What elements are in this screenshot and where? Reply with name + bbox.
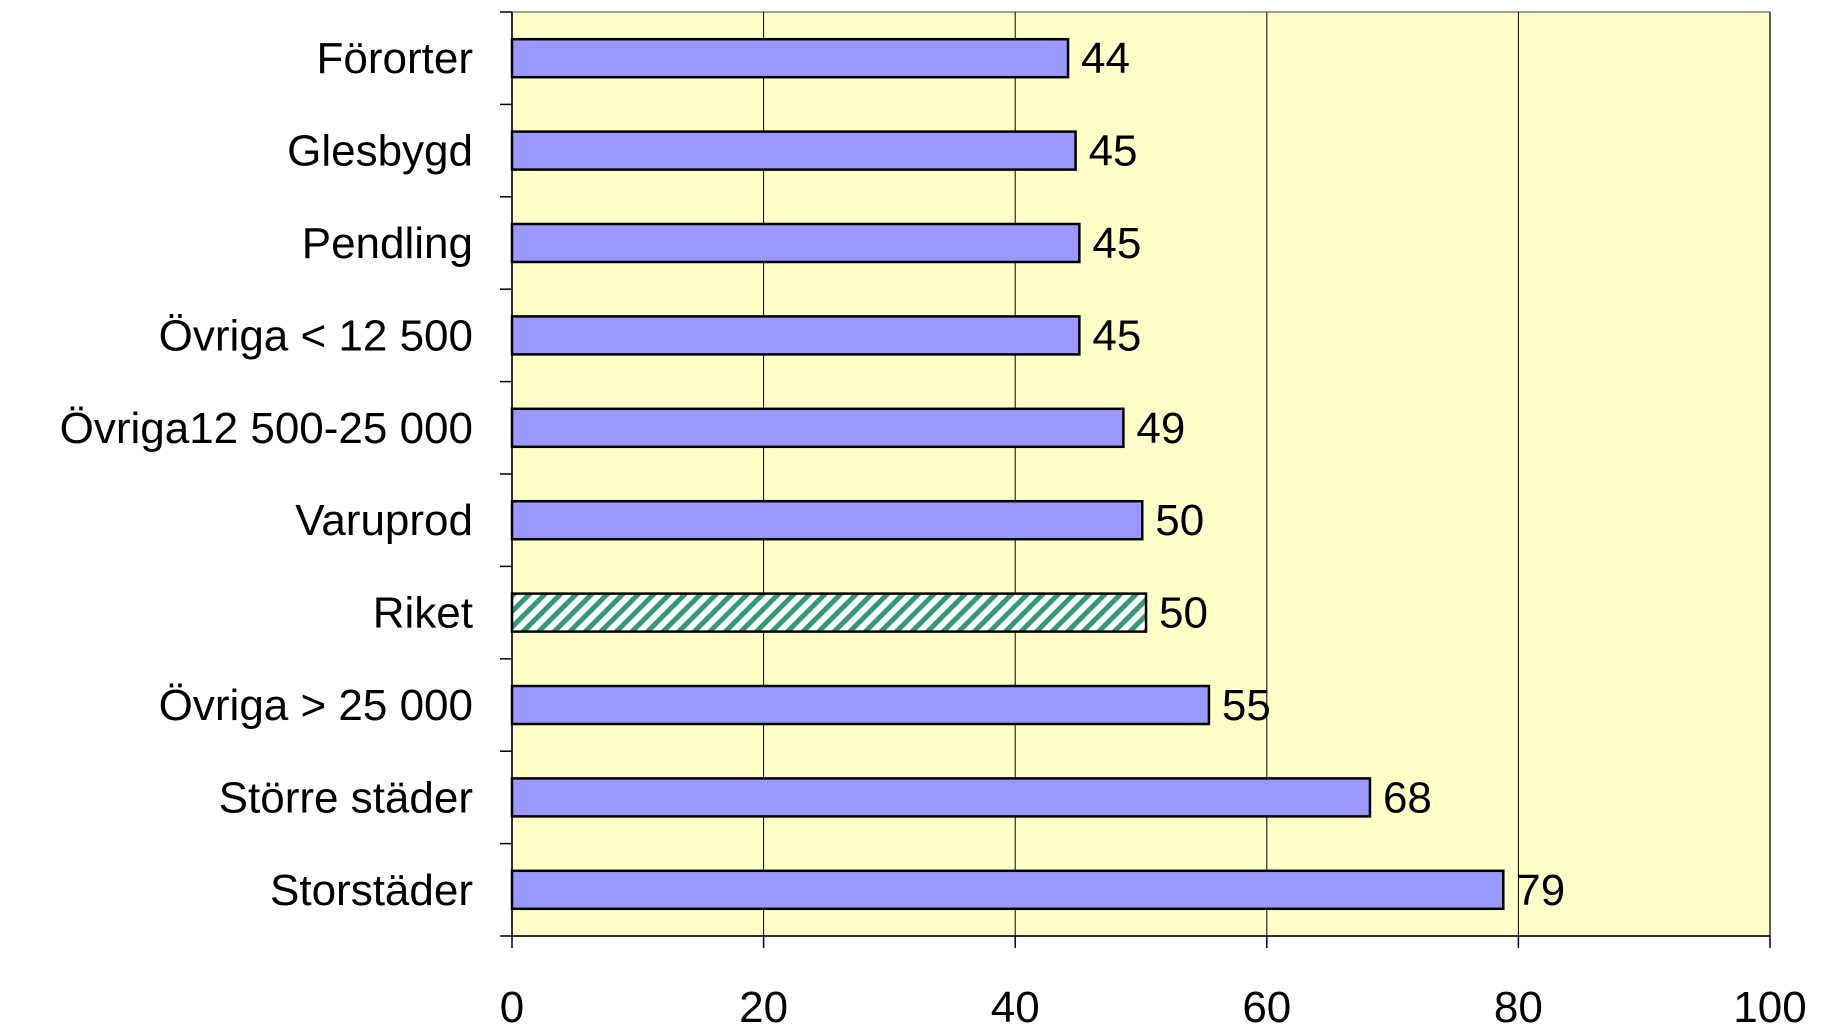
category-label: Övriga12 500-25 000 (60, 404, 473, 453)
category-label: Större städer (219, 773, 473, 822)
data-label: 79 (1516, 866, 1565, 915)
data-label: 50 (1159, 589, 1208, 638)
data-label: 45 (1092, 311, 1141, 360)
x-tick-label: 60 (1242, 983, 1291, 1026)
data-label: 45 (1089, 127, 1138, 176)
bar-highlight (510, 592, 1148, 633)
bar (510, 37, 1070, 79)
labels: Förorter 44 Glesbygd 45 Pendling 45 Övriga < 1… (60, 34, 1566, 915)
data-label: 45 (1092, 219, 1141, 268)
x-tick-label: 100 (1733, 983, 1806, 1026)
bar (510, 777, 1372, 818)
category-label: Riket (373, 589, 473, 638)
bar (510, 684, 1211, 726)
data-label: 44 (1081, 34, 1130, 83)
bar (510, 499, 1144, 541)
category-label: Pendling (302, 219, 473, 268)
category-label: Övriga < 12 500 (159, 311, 473, 360)
x-tick-label: 20 (739, 983, 788, 1026)
x-tick-label: 40 (991, 983, 1040, 1026)
category-label: Storstäder (270, 866, 473, 915)
bar (510, 869, 1505, 911)
category-label: Varuprod (295, 496, 473, 545)
bar (510, 407, 1125, 449)
category-label: Glesbygd (287, 127, 473, 176)
data-label: 49 (1136, 404, 1185, 453)
bar (510, 130, 1077, 171)
x-tick-label: 80 (1494, 983, 1543, 1026)
x-tick-label: 0 (500, 983, 524, 1026)
category-label: Förorter (317, 34, 473, 83)
bar (510, 222, 1081, 264)
bars (510, 37, 1505, 911)
data-label: 55 (1222, 681, 1271, 730)
category-label: Övriga > 25 000 (159, 681, 473, 730)
data-label: 50 (1155, 496, 1204, 545)
bar (510, 315, 1081, 356)
data-label: 68 (1383, 773, 1432, 822)
